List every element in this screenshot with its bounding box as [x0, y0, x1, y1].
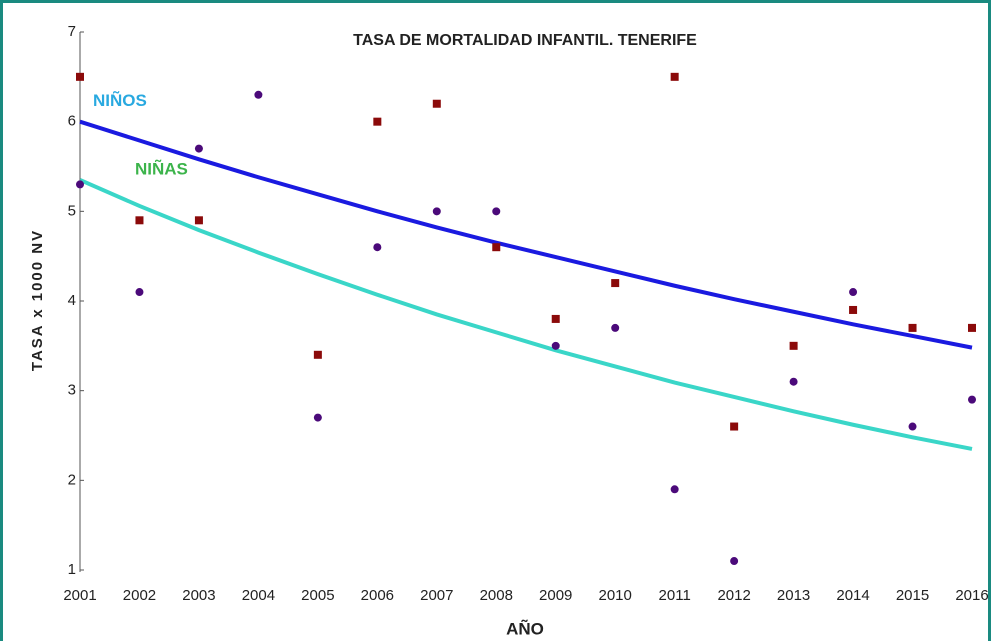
point-square [908, 323, 917, 332]
chart-title: TASA DE MORTALIDAD INFANTIL. TENERIFE [353, 32, 697, 49]
point-square [670, 72, 679, 81]
point-square [730, 422, 739, 431]
x-tick-label: 2008 [480, 587, 513, 604]
point-square [76, 72, 84, 81]
point-square [313, 350, 322, 359]
point-circle [551, 341, 560, 350]
x-tick-label: 2012 [717, 587, 750, 604]
point-circle [194, 144, 203, 153]
point-circle [789, 377, 798, 386]
y-tick-label: 1 [68, 561, 76, 578]
x-tick-label: 2004 [242, 587, 275, 604]
x-tick-label: 2014 [836, 587, 869, 604]
y-tick-label: 3 [68, 382, 76, 399]
y-tick-label: 6 [68, 113, 76, 130]
x-tick-label: 2005 [301, 587, 334, 604]
y-axis-label: TASA x 1000 NV [29, 229, 46, 371]
x-tick-label: 2015 [896, 587, 929, 604]
point-square [373, 117, 382, 126]
y-tick-label: 2 [68, 471, 76, 488]
point-circle [730, 557, 739, 566]
point-circle [313, 413, 322, 422]
x-tick-label: 2010 [599, 587, 632, 604]
x-tick-label: 2011 [659, 587, 691, 604]
x-tick-label: 2009 [539, 587, 572, 604]
point-square [194, 216, 203, 225]
y-tick-label: 7 [68, 23, 76, 40]
point-square [968, 323, 976, 332]
x-tick-label: 2003 [182, 587, 215, 604]
y-tick-label: 4 [68, 292, 76, 309]
point-circle [135, 288, 144, 297]
trend-line [79, 119, 973, 350]
point-circle [373, 243, 382, 252]
point-circle [492, 207, 501, 216]
x-tick-label: 2016 [955, 587, 988, 604]
y-tick-label: 5 [68, 202, 76, 219]
line-label: NIÑOS [93, 90, 147, 110]
point-square [432, 99, 441, 108]
point-circle [670, 485, 679, 494]
point-circle [611, 323, 620, 332]
line-label: NIÑAS [135, 158, 188, 178]
point-square [611, 279, 620, 288]
point-circle [76, 180, 84, 189]
point-circle [908, 422, 917, 431]
trend-line [79, 178, 973, 451]
x-tick-label: 2006 [361, 587, 394, 604]
x-tick-label: 2007 [420, 587, 453, 604]
point-square [789, 341, 798, 350]
point-circle [254, 90, 263, 99]
point-square [849, 305, 858, 314]
point-square [135, 216, 144, 225]
x-tick-label: 2002 [123, 587, 156, 604]
point-circle [849, 288, 858, 297]
point-circle [968, 395, 976, 404]
x-tick-label: 2001 [63, 587, 96, 604]
point-square [551, 314, 560, 323]
point-square [492, 243, 501, 252]
x-axis-label: AÑO [506, 618, 544, 638]
point-circle [432, 207, 441, 216]
x-tick-label: 2013 [777, 587, 810, 604]
